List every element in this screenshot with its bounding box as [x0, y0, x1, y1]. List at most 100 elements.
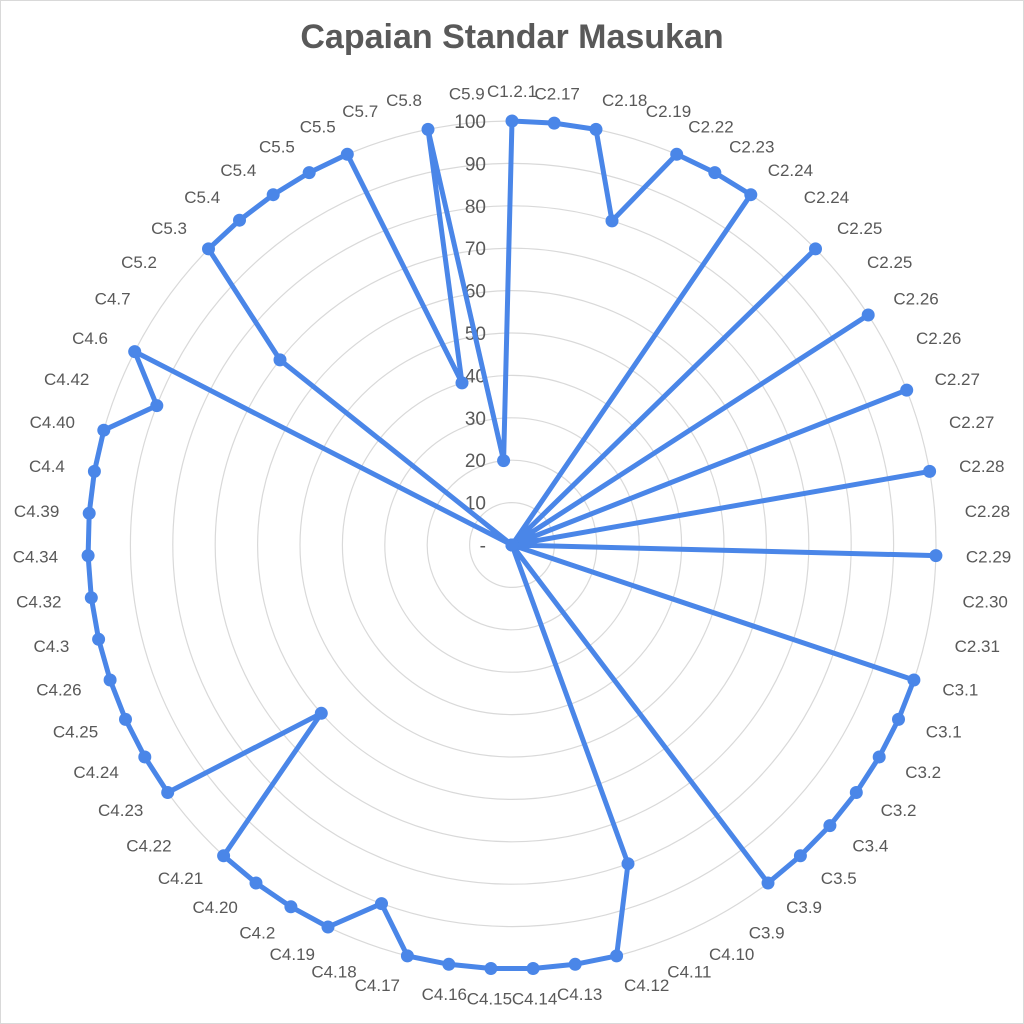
category-label: C5.5 [259, 137, 295, 156]
category-label: C4.12 [624, 976, 669, 995]
category-label: C4.20 [193, 898, 238, 917]
data-point [589, 122, 603, 136]
data-point [97, 423, 111, 437]
category-label: C3.9 [786, 898, 822, 917]
data-point [84, 591, 98, 605]
category-label: C2.26 [916, 329, 961, 348]
data-point [809, 242, 822, 256]
data-point [526, 962, 540, 975]
data-point [892, 712, 905, 726]
data-point [400, 949, 414, 963]
data-point [823, 819, 837, 833]
category-label: C2.22 [688, 118, 733, 137]
data-point [907, 673, 921, 687]
category-label: C2.28 [965, 502, 1010, 521]
tick-label: 80 [465, 197, 486, 218]
data-point [314, 706, 328, 720]
data-point [861, 308, 875, 322]
category-label: C2.18 [602, 91, 647, 110]
tick-label: 60 [465, 282, 486, 303]
category-label: C5.7 [342, 102, 378, 121]
data-point [929, 549, 943, 563]
data-point [793, 849, 807, 863]
category-label: C5.2 [121, 253, 157, 272]
category-label: C2.23 [729, 137, 774, 156]
data-point [128, 345, 142, 359]
category-label: C2.28 [959, 457, 1004, 476]
grid-ring [341, 374, 683, 716]
data-point [266, 188, 280, 202]
category-label: C4.32 [16, 593, 61, 612]
data-point [744, 188, 758, 202]
category-label: C4.11 [667, 963, 711, 982]
category-label: C4.21 [158, 869, 203, 888]
data-point [119, 712, 132, 726]
data-point [249, 876, 263, 890]
data-point [761, 876, 775, 890]
data-point [621, 857, 635, 871]
data-point [568, 957, 582, 971]
category-label: C4.23 [98, 801, 143, 820]
category-label: C4.22 [126, 836, 171, 855]
category-label: C4.25 [53, 723, 98, 742]
data-point [670, 147, 684, 161]
category-label: C4.40 [30, 413, 75, 432]
category-label: C4.16 [422, 985, 467, 1004]
data-point [81, 549, 95, 563]
data-point [708, 166, 722, 180]
grid-ring [257, 290, 767, 800]
category-label: C4.42 [44, 370, 89, 389]
category-label: C2.24 [768, 161, 813, 180]
data-point [923, 464, 937, 478]
data-point [87, 464, 101, 478]
data-point [872, 750, 886, 764]
category-label: C4.18 [311, 963, 356, 982]
data-point [421, 122, 435, 136]
category-label: C5.4 [184, 188, 220, 207]
data-point [273, 353, 287, 367]
tick-label: 70 [465, 239, 486, 260]
data-point [505, 114, 519, 128]
data-point [202, 242, 215, 256]
category-label: C5.9 [449, 84, 485, 103]
grid-ring [384, 417, 640, 673]
category-label: C4.7 [95, 290, 131, 309]
category-label: C5.8 [386, 91, 422, 110]
data-point [82, 506, 96, 520]
tick-label: - [480, 536, 486, 557]
data-point [455, 376, 469, 390]
category-label: C5.3 [151, 219, 187, 238]
category-label: C5.4 [220, 161, 256, 180]
category-label: C4.15 [467, 989, 512, 1008]
category-label: C4.26 [36, 681, 81, 700]
category-label: C4.24 [73, 763, 118, 782]
category-label: C3.1 [926, 723, 962, 742]
data-point [302, 166, 316, 180]
category-label: C3.5 [821, 869, 857, 888]
category-label: C3.9 [749, 923, 785, 942]
category-label: C2.19 [646, 102, 691, 121]
category-label: C5.5 [300, 118, 336, 137]
category-label: C2.25 [867, 253, 912, 272]
category-label: C2.31 [955, 637, 1000, 656]
tick-label: 100 [454, 112, 486, 133]
data-point [92, 632, 106, 646]
category-label: C2.27 [935, 370, 980, 389]
category-label: C4.39 [14, 502, 59, 521]
data-point [497, 454, 511, 468]
category-label: C3.1 [942, 681, 978, 700]
data-point [547, 116, 561, 130]
category-label: C4.34 [13, 547, 58, 566]
category-label: C4.19 [270, 945, 315, 964]
chart-title: Capaian Standar Masukan [300, 18, 724, 56]
category-label: C3.4 [852, 836, 888, 855]
category-label: C1.2.1 [487, 82, 537, 101]
data-point [505, 538, 519, 552]
series-line [85, 118, 939, 971]
category-label: C2.30 [963, 593, 1008, 612]
category-label: C4.10 [709, 945, 754, 964]
data-point [849, 786, 863, 799]
category-label: C4.6 [72, 329, 108, 348]
category-label: C4.17 [355, 976, 400, 995]
